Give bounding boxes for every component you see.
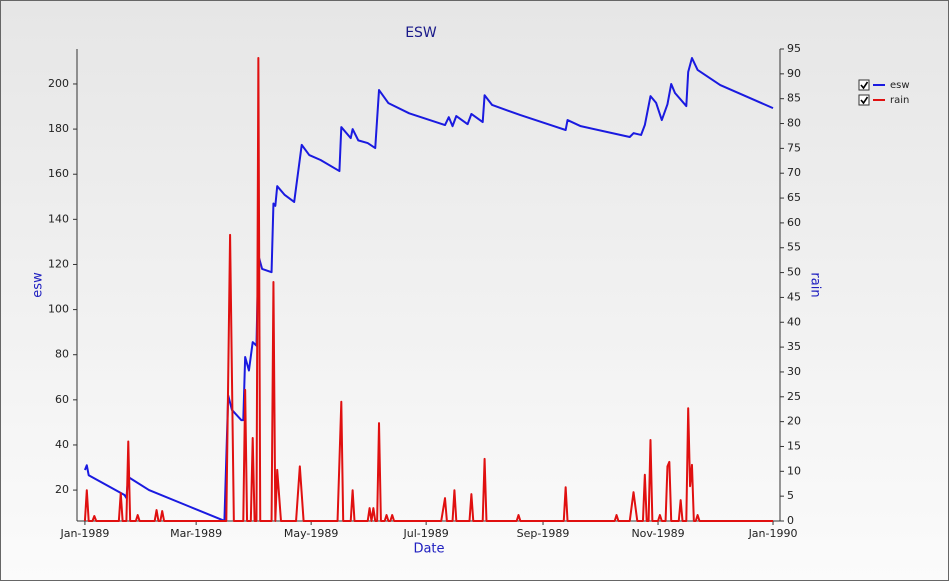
x-tick-label: May-1989 [284, 527, 339, 540]
y-tick-label: 100 [48, 303, 69, 316]
y2-tick-label: 35 [787, 340, 801, 353]
x-tick-label: Nov-1989 [631, 527, 684, 540]
y-tick-label: 40 [55, 438, 69, 451]
legend-check [860, 81, 869, 90]
x-tick-label: Jul-1989 [403, 527, 449, 540]
y2-tick-label: 30 [787, 365, 801, 378]
y-tick-label: 180 [48, 122, 69, 135]
x-axis-label: Date [413, 542, 444, 557]
y2-tick-label: 65 [787, 191, 801, 204]
y2-tick-label: 80 [787, 117, 801, 130]
legend-check [860, 96, 869, 105]
y-tick-label: 20 [55, 483, 69, 496]
y2-tick-label: 15 [787, 439, 801, 452]
y-tick-label: 200 [48, 77, 69, 90]
y2-tick-label: 85 [787, 92, 801, 105]
y2-tick-label: 90 [787, 67, 801, 80]
y2-tick-label: 25 [787, 390, 801, 403]
y-tick-label: 80 [55, 348, 69, 361]
y2-axis-label: rain [808, 272, 823, 297]
y2-tick-label: 20 [787, 415, 801, 428]
legend-label: esw [890, 80, 910, 91]
y2-tick-label: 10 [787, 464, 801, 477]
y2-tick-label: 70 [787, 166, 801, 179]
x-tick-label: Sep-1989 [517, 527, 570, 540]
x-tick-label: Jan-1989 [59, 527, 109, 540]
line-0 [83, 57, 774, 522]
y-tick-label: 60 [55, 393, 69, 406]
y-axis-label: esw [31, 272, 46, 298]
y2-tick-label: 40 [787, 315, 801, 328]
x-tick-label: Mar-1989 [170, 527, 222, 540]
legend-checkbox[interactable] [858, 94, 870, 106]
y2-tick-label: 55 [787, 241, 801, 254]
x-tick-label: Jan-1990 [748, 527, 798, 540]
chart-title: ESW [405, 25, 437, 41]
y2-tick-label: 45 [787, 290, 801, 303]
y2-tick-label: 95 [787, 42, 801, 55]
y2-tick-label: 5 [787, 489, 794, 502]
legend: esw rain [858, 79, 910, 106]
y-tick-label: 160 [48, 167, 69, 180]
legend-checkbox[interactable] [858, 79, 870, 91]
y2-tick-label: 0 [787, 514, 794, 527]
legend-label: rain [890, 95, 909, 106]
y-tick-label: 140 [48, 212, 69, 225]
y2-tick-label: 50 [787, 266, 801, 279]
y-tick-label: 120 [48, 257, 69, 270]
line-1 [83, 56, 774, 522]
y2-tick-label: 60 [787, 216, 801, 229]
y2-tick-label: 75 [787, 141, 801, 154]
